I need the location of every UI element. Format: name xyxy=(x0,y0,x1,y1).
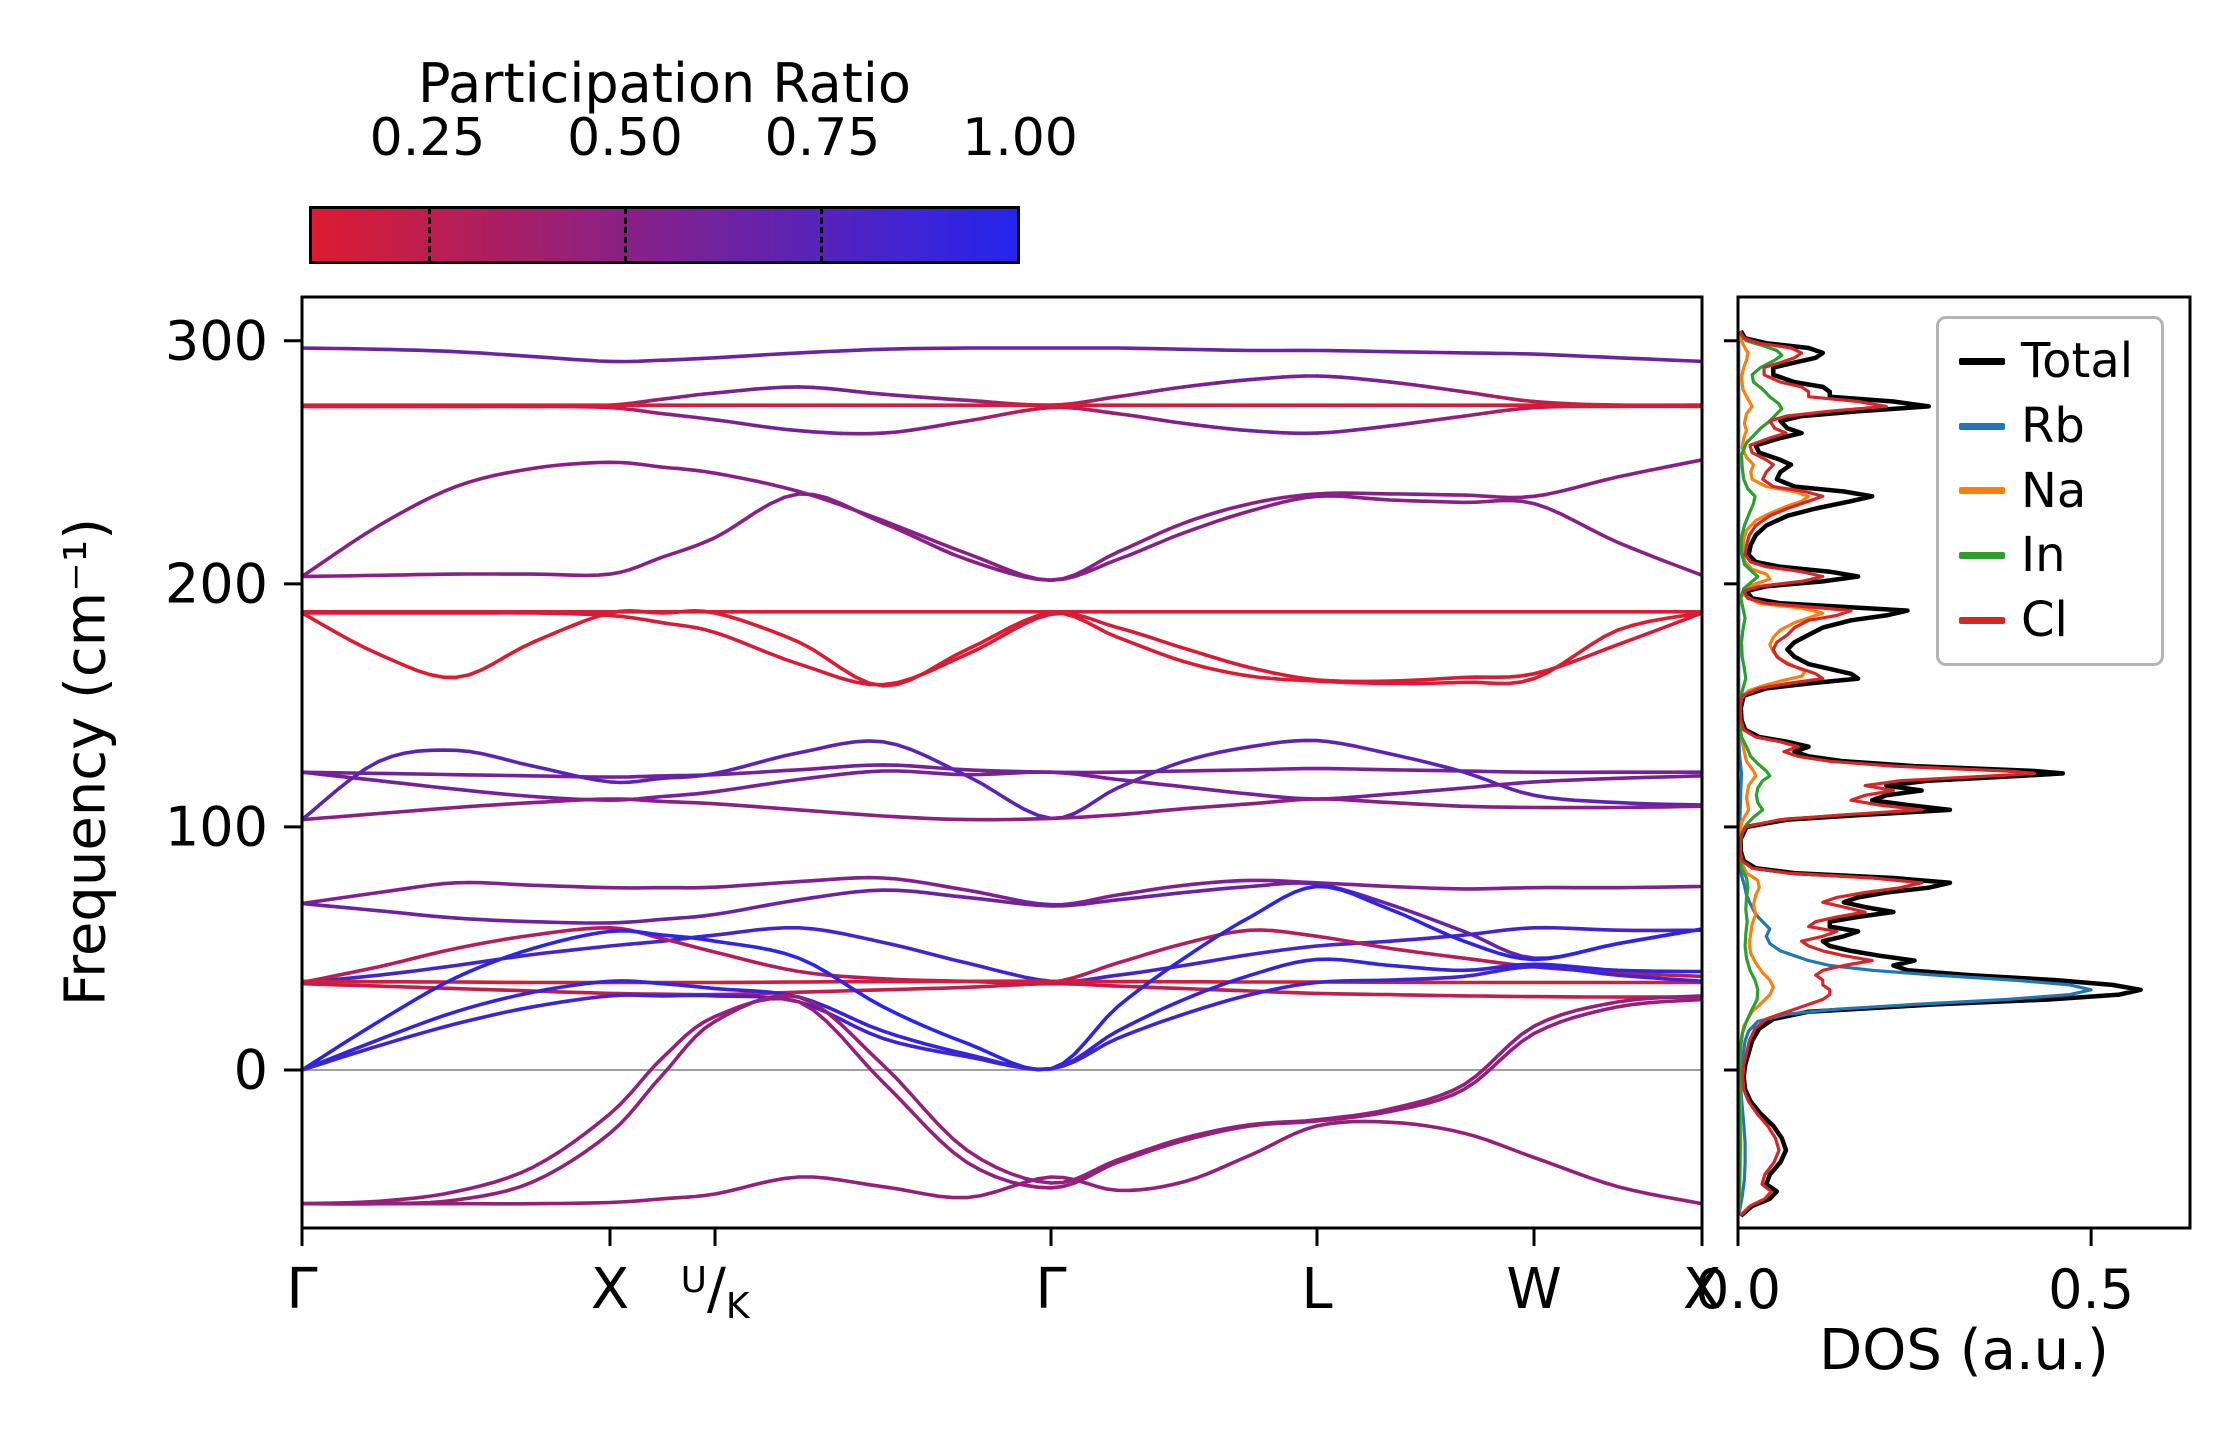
band-panel-content xyxy=(302,346,1702,1206)
dos-x-tick-label: 0.0 xyxy=(1695,1258,1781,1321)
band-curve-acoustic-ta2 xyxy=(302,964,1702,1072)
colorbar-tick-dash xyxy=(427,208,431,262)
legend-item-cl: Cl xyxy=(1959,594,2133,647)
legend-swatch-total xyxy=(1959,357,2005,365)
dos-x-tick-label: 0.5 xyxy=(2048,1258,2134,1321)
dos-curve-In xyxy=(1738,332,1784,1216)
dos-axes-frame xyxy=(1736,295,2192,1230)
band-curve-o65 xyxy=(302,881,1702,960)
band-curve-r36-flat xyxy=(302,979,1702,985)
band-curve-o240-b xyxy=(302,492,1702,582)
colorbar-title: Participation Ratio xyxy=(418,52,911,115)
legend-label-in: In xyxy=(2021,527,2066,584)
k-point-label: U/K xyxy=(681,1257,751,1327)
dos-axis-label: DOS (a.u.) xyxy=(1819,1318,2109,1383)
colorbar-tick-label: 0.25 xyxy=(369,108,486,168)
legend-swatch-rb xyxy=(1959,422,2005,430)
legend-item-na: Na xyxy=(1959,462,2133,519)
band-axes-frame xyxy=(300,295,1704,1230)
y-tick-label: 300 xyxy=(165,309,268,372)
k-point-label: Γ xyxy=(286,1257,317,1322)
legend-label-na: Na xyxy=(2021,462,2087,519)
colorbar-tick-dash xyxy=(819,208,823,262)
band-curve-acoustic-ta1 xyxy=(302,957,1702,1072)
band-curve-m108 xyxy=(302,797,1702,822)
y-axis-label: Frequency (cm⁻¹) xyxy=(53,517,119,1007)
band-curve-r50 xyxy=(302,926,1702,986)
legend-item-rb: Rb xyxy=(1959,397,2133,454)
dos-curve-Total xyxy=(1738,329,2143,1218)
k-point-label: X xyxy=(591,1257,629,1322)
colorbar-tick-label: 1.00 xyxy=(962,108,1078,168)
colorbar-gradient xyxy=(309,206,1020,264)
band-curve-soft1 xyxy=(302,993,1702,1206)
band-curve-o240-a xyxy=(302,458,1702,582)
band-curve-soft3 xyxy=(302,996,1702,1206)
band-curve-c273-up xyxy=(302,374,1702,409)
colorbar-tick-labels: 0.25 0.50 0.75 1.00 xyxy=(309,108,1078,170)
legend-swatch-cl xyxy=(1959,617,2005,625)
k-point-label: L xyxy=(1301,1257,1332,1322)
legend-swatch-in xyxy=(1959,552,2005,560)
dos-curve-Na xyxy=(1738,335,1825,1216)
legend-label-total: Total xyxy=(2021,333,2134,389)
band-curve-na188-dip2 xyxy=(302,611,1702,687)
y-tick-label: 200 xyxy=(165,552,268,615)
colorbar-tick-label: 0.50 xyxy=(567,108,683,168)
band-curve-m130-flat xyxy=(302,763,1702,779)
colorbar-tick-label: 0.75 xyxy=(764,108,881,168)
dos-legend: Total Rb Na In Cl xyxy=(1936,316,2165,666)
k-point-label: W xyxy=(1506,1257,1561,1322)
band-curve-c273-down xyxy=(302,404,1702,436)
legend-label-cl: Cl xyxy=(2021,592,2068,649)
colorbar-tick-dash xyxy=(623,208,627,262)
legend-label-rb: Rb xyxy=(2021,397,2085,454)
k-point-label: Γ xyxy=(1035,1257,1066,1322)
band-curve-na188-dip1 xyxy=(302,609,1702,688)
legend-swatch-na xyxy=(1959,487,2005,495)
band-curve-o75 xyxy=(302,875,1702,907)
band-curve-top-optical xyxy=(302,346,1702,364)
dos-curve-Cl xyxy=(1738,330,2037,1217)
legend-item-total: Total xyxy=(1959,335,2133,388)
dos-panel-content xyxy=(1738,329,2143,1218)
band-curve-soft2 xyxy=(302,1119,1702,1206)
band-curve-m130-hump xyxy=(302,738,1702,822)
legend-item-in: In xyxy=(1959,529,2133,582)
y-tick-label: 0 xyxy=(234,1038,268,1101)
band-curve-acoustic-la xyxy=(302,884,1702,1072)
k-point-label: X xyxy=(1683,1257,1721,1322)
band-curve-m115 xyxy=(302,769,1702,802)
y-tick-label: 100 xyxy=(165,795,268,858)
